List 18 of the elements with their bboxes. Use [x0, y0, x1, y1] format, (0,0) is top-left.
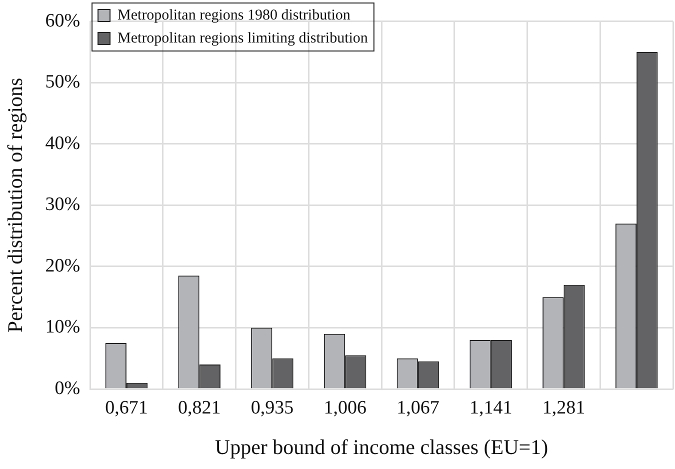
legend-label: Metropolitan regions 1980 distribution	[118, 7, 351, 24]
y-tick-label: 60%	[45, 10, 80, 32]
y-axis-title: Percent distribution of regions	[3, 78, 28, 333]
y-tick-label: 20%	[45, 255, 80, 276]
y-tick-label: 0%	[54, 378, 80, 399]
y-tick-label: 50%	[45, 72, 80, 93]
x-tick-label: 1,067	[396, 397, 440, 418]
y-tick-label: 40%	[45, 132, 80, 154]
y-tick-label: 30%	[45, 194, 80, 216]
x-tick-label: 1,141	[469, 397, 512, 418]
y-tick-label: 10%	[45, 316, 80, 338]
x-tick-label: 0,671	[105, 397, 148, 418]
x-tick-label: 0,935	[250, 397, 294, 418]
x-axis-title: Upper bound of income classes (EU=1)	[214, 434, 548, 459]
x-tick-label: 1,006	[324, 397, 366, 418]
x-tick-label: 0,821	[178, 397, 221, 418]
legend-label: Metropolitan regions limiting distribution	[118, 30, 368, 46]
x-tick-label: 1,281	[542, 397, 586, 418]
